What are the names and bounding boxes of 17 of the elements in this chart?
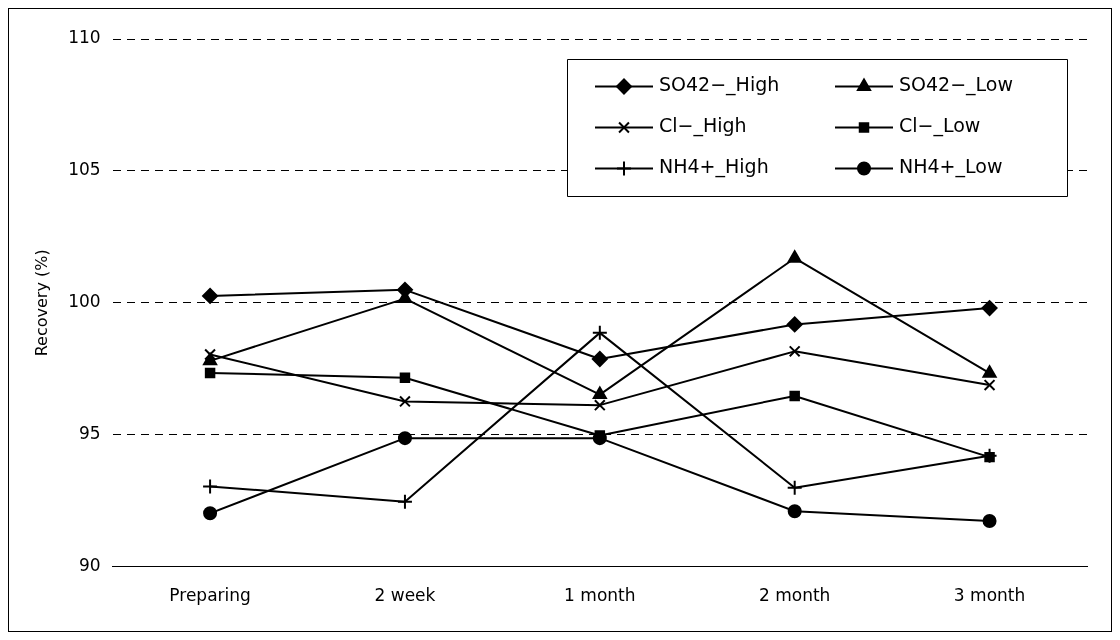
legend-label: SO42−_Low bbox=[899, 73, 1014, 97]
y-tick-label: 95 bbox=[79, 423, 101, 444]
x-tick-label: Preparing bbox=[169, 585, 251, 606]
x-tick-label: 2 month bbox=[758, 585, 831, 606]
x-tick-label: 3 month bbox=[953, 585, 1026, 606]
legend-label: SO42−_High bbox=[659, 73, 780, 97]
legend-label: NH4+_Low bbox=[899, 155, 1003, 179]
x-tick-label: 2 week bbox=[374, 585, 436, 606]
y-axis-title: Recovery (%) bbox=[31, 249, 51, 357]
legend-label: NH4+_High bbox=[659, 155, 769, 179]
y-tick-label: 110 bbox=[68, 27, 101, 48]
y-tick-label: 90 bbox=[79, 555, 101, 576]
y-tick-label: 105 bbox=[68, 159, 101, 180]
x-tick-label: 1 month bbox=[564, 585, 636, 606]
legend-label: Cl−_Low bbox=[899, 114, 981, 138]
legend-label: Cl−_High bbox=[659, 114, 747, 138]
y-tick-label: 100 bbox=[68, 291, 101, 312]
